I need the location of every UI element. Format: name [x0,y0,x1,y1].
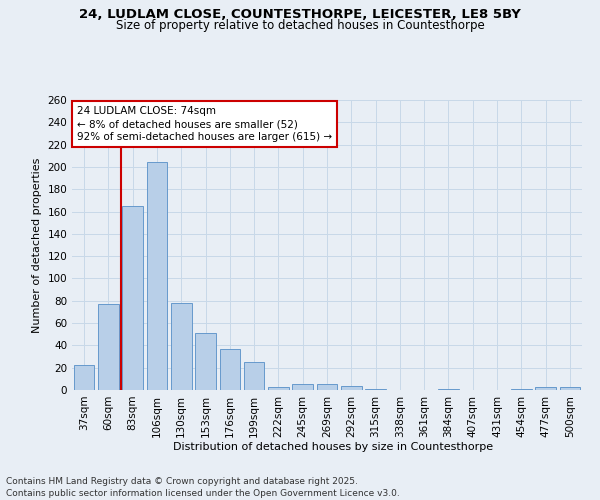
Bar [511,389,532,390]
Bar [438,389,459,390]
Bar [560,386,580,390]
Text: Size of property relative to detached houses in Countesthorpe: Size of property relative to detached ho… [116,19,484,32]
Bar [365,389,386,390]
Bar [195,333,216,390]
Bar [341,386,362,390]
Bar [220,348,240,390]
Bar [268,386,289,390]
Bar [122,206,143,390]
Text: Contains HM Land Registry data © Crown copyright and database right 2025.
Contai: Contains HM Land Registry data © Crown c… [6,476,400,498]
Y-axis label: Number of detached properties: Number of detached properties [32,158,42,332]
Bar [292,384,313,390]
Text: 24 LUDLAM CLOSE: 74sqm
← 8% of detached houses are smaller (52)
92% of semi-deta: 24 LUDLAM CLOSE: 74sqm ← 8% of detached … [77,106,332,142]
Text: 24, LUDLAM CLOSE, COUNTESTHORPE, LEICESTER, LE8 5BY: 24, LUDLAM CLOSE, COUNTESTHORPE, LEICEST… [79,8,521,20]
Bar [171,303,191,390]
Bar [535,386,556,390]
Bar [146,162,167,390]
Text: Distribution of detached houses by size in Countesthorpe: Distribution of detached houses by size … [173,442,493,452]
Bar [244,362,265,390]
Bar [74,366,94,390]
Bar [98,304,119,390]
Bar [317,384,337,390]
